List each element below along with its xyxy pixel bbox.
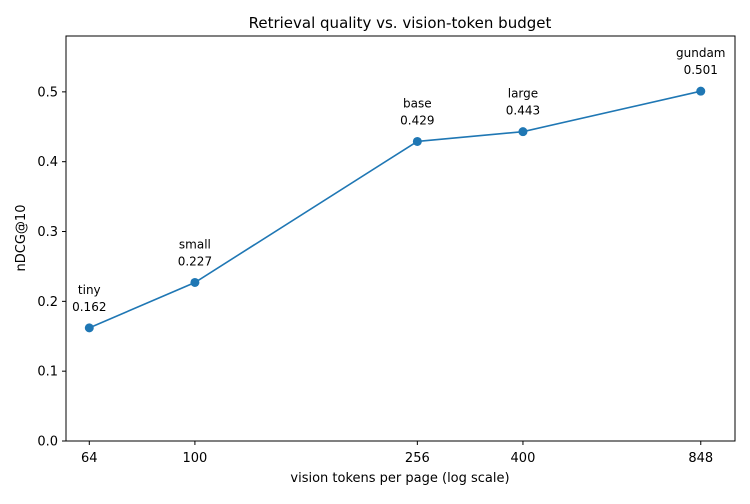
x-tick-label: 848	[688, 451, 713, 466]
y-tick-label: 0.1	[37, 365, 58, 380]
y-axis: 0.0 0.1 0.2 0.3 0.4 0.5	[37, 85, 66, 450]
chart-title: Retrieval quality vs. vision-token budge…	[249, 14, 552, 32]
y-tick-label: 0.0	[37, 435, 58, 450]
point-value-label: 0.501	[684, 63, 718, 77]
point-name-label: small	[179, 237, 211, 251]
x-axis: 64 100 256 400 848	[81, 441, 713, 466]
point-value-label: 0.162	[72, 300, 106, 314]
point-value-label: 0.227	[178, 254, 212, 268]
data-point-gundam	[696, 86, 706, 96]
point-value-label: 0.429	[400, 113, 434, 127]
data-point-base	[412, 136, 422, 146]
plot-area: tiny 0.162 small 0.227 base 0.429 large 0.443 gu…	[72, 46, 726, 333]
x-tick-label: 100	[182, 451, 207, 466]
x-axis-label: vision tokens per page (log scale)	[290, 471, 509, 486]
point-name-label: large	[508, 87, 538, 101]
data-point-tiny	[84, 323, 94, 333]
x-tick-label: 256	[405, 451, 430, 466]
point-name-label: base	[403, 96, 432, 110]
series-line	[88, 90, 701, 329]
y-tick-label: 0.3	[37, 225, 58, 240]
plot-frame	[65, 35, 736, 442]
y-tick-label: 0.4	[37, 155, 58, 170]
y-axis-label: nDCG@10	[14, 205, 29, 272]
data-point-small	[190, 277, 200, 287]
y-tick-label: 0.2	[37, 295, 58, 310]
point-value-label: 0.443	[506, 104, 540, 118]
point-name-label: gundam	[676, 46, 726, 60]
x-tick-label: 400	[511, 451, 536, 466]
x-tick-label: 64	[81, 451, 98, 466]
data-point-large	[518, 127, 528, 137]
y-tick-label: 0.5	[37, 85, 58, 100]
point-name-label: tiny	[78, 283, 101, 297]
